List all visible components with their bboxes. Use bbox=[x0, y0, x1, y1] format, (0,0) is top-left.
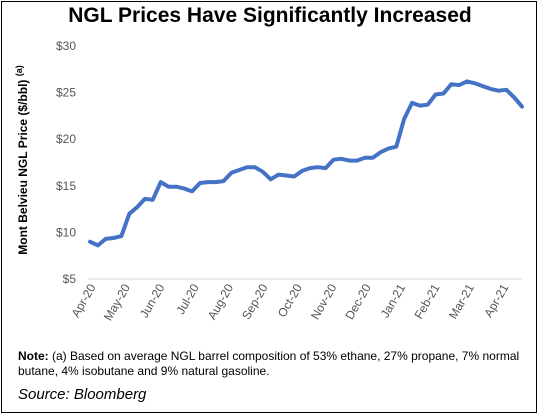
x-tick-label: Apr-21 bbox=[481, 281, 511, 319]
x-tick-label: Oct-20 bbox=[275, 281, 305, 319]
x-tick-label: Aug-20 bbox=[205, 281, 237, 322]
y-tick-label: $25 bbox=[56, 86, 76, 100]
y-tick-label: $15 bbox=[56, 179, 76, 193]
footnote-label: Note: bbox=[18, 349, 49, 363]
x-tick-label: Jul-20 bbox=[173, 281, 202, 317]
footnote: Note: (a) Based on average NGL barrel co… bbox=[18, 349, 528, 379]
x-tick-label: Feb-21 bbox=[411, 281, 442, 321]
y-tick-label: $30 bbox=[56, 39, 76, 53]
y-tick-label: $5 bbox=[63, 272, 77, 286]
x-tick-label: May-20 bbox=[101, 281, 133, 323]
x-tick-label: Jan-21 bbox=[378, 281, 409, 320]
x-tick-label: Mar-21 bbox=[446, 281, 477, 321]
y-axis-label: Mont Belvieu NGL Price ($/bbl) (a) bbox=[14, 65, 30, 254]
x-axis: Apr-20 May-20 Jun-20 Jul-20 Aug-20 Sep-20 Oct-… bbox=[68, 278, 522, 323]
series-line bbox=[88, 79, 524, 248]
y-axis-label-superscript: (a) bbox=[14, 65, 24, 76]
y-tick-label: $20 bbox=[56, 132, 76, 146]
x-tick-label: Dec-20 bbox=[342, 281, 374, 322]
y-tick-label: $10 bbox=[56, 225, 76, 239]
footnote-text: (a) Based on average NGL barrel composit… bbox=[18, 349, 520, 378]
x-tick-label: Jun-20 bbox=[137, 281, 168, 320]
plot-area bbox=[88, 79, 524, 248]
x-tick-label: Nov-20 bbox=[308, 281, 340, 322]
source-line: Source: Bloomberg bbox=[18, 386, 147, 403]
x-tick-label: Apr-20 bbox=[68, 281, 98, 319]
y-axis: $5 $10 $15 $20 $25 $30 bbox=[56, 39, 76, 286]
x-tick-label: Sep-20 bbox=[239, 281, 271, 322]
chart-title: NGL Prices Have Significantly Increased bbox=[68, 4, 472, 27]
y-axis-label-text: Mont Belvieu NGL Price ($/bbl) bbox=[16, 76, 30, 254]
